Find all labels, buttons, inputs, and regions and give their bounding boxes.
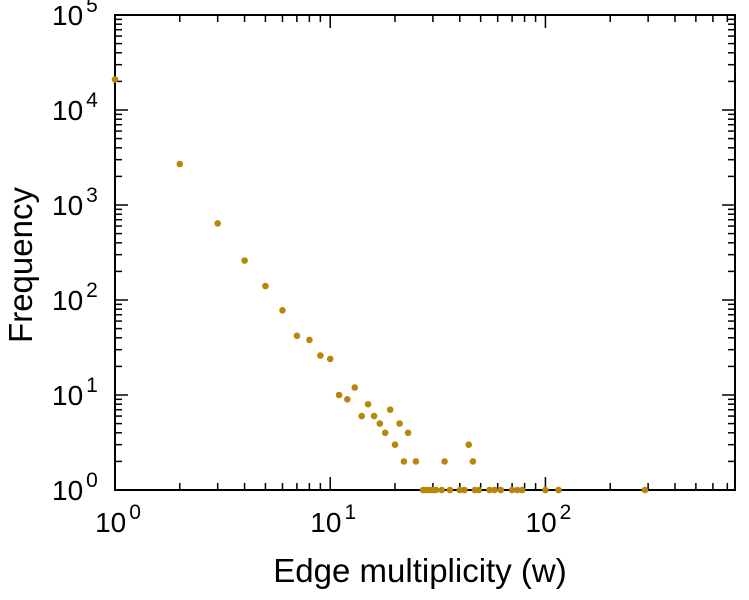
tick-label-x10e2: 10 2	[526, 501, 572, 538]
tick-label-y10e2: 10 2	[52, 279, 98, 316]
data-point	[176, 160, 184, 168]
tick-label-y10e1: 10 1	[52, 374, 98, 411]
data-point	[358, 412, 366, 420]
tick-label-y10e4: 10 4	[52, 89, 98, 126]
data-point	[497, 486, 505, 494]
data-point	[438, 486, 446, 494]
plot-frame	[114, 14, 736, 491]
data-point	[412, 458, 420, 465]
plot-area: 10 0 10 1 10 2 10 0 10 1 10 2 10 3 10 4 10 5	[52, 0, 736, 538]
data-point	[326, 355, 334, 363]
tick-label-y10e3: 10 3	[52, 184, 98, 221]
data-point	[344, 396, 351, 403]
data-point	[335, 391, 343, 399]
data-point	[364, 400, 372, 408]
data-point	[306, 336, 313, 344]
x-axis-label: Edge multiplicity (w)	[273, 552, 566, 589]
data-point	[542, 486, 549, 494]
y-axis-label: Frequency	[2, 187, 39, 343]
data-point	[486, 486, 493, 494]
data-point	[241, 257, 248, 264]
data-point	[555, 486, 562, 494]
data-point	[508, 486, 516, 494]
data-points	[111, 76, 649, 494]
tick-label-x10e0: 10 0	[95, 501, 141, 538]
data-point	[432, 486, 440, 494]
data-point	[465, 441, 473, 449]
tick-label-y10e5: 10 5	[52, 0, 98, 31]
tick-label-x10e1: 10 1	[310, 501, 356, 538]
data-point	[404, 429, 412, 437]
data-point	[396, 420, 403, 427]
data-point	[514, 486, 521, 494]
data-point	[461, 486, 468, 494]
data-point	[279, 307, 286, 314]
data-point	[317, 352, 324, 359]
data-point	[262, 282, 269, 290]
data-point	[376, 420, 384, 427]
data-point	[446, 486, 454, 494]
data-point	[293, 332, 301, 340]
data-point	[491, 486, 498, 494]
data-point	[469, 458, 477, 465]
data-point	[518, 486, 526, 494]
data-point	[441, 458, 448, 465]
data-point	[456, 486, 464, 494]
data-point	[641, 486, 649, 494]
data-point	[111, 76, 119, 83]
data-point	[386, 406, 394, 414]
data-point	[381, 429, 389, 437]
data-point	[370, 412, 378, 420]
data-point	[351, 384, 359, 391]
data-point	[400, 458, 408, 465]
data-point	[391, 441, 399, 449]
tick-label-y10e0: 10 0	[52, 469, 98, 506]
data-point	[214, 220, 221, 227]
data-point	[475, 486, 483, 494]
